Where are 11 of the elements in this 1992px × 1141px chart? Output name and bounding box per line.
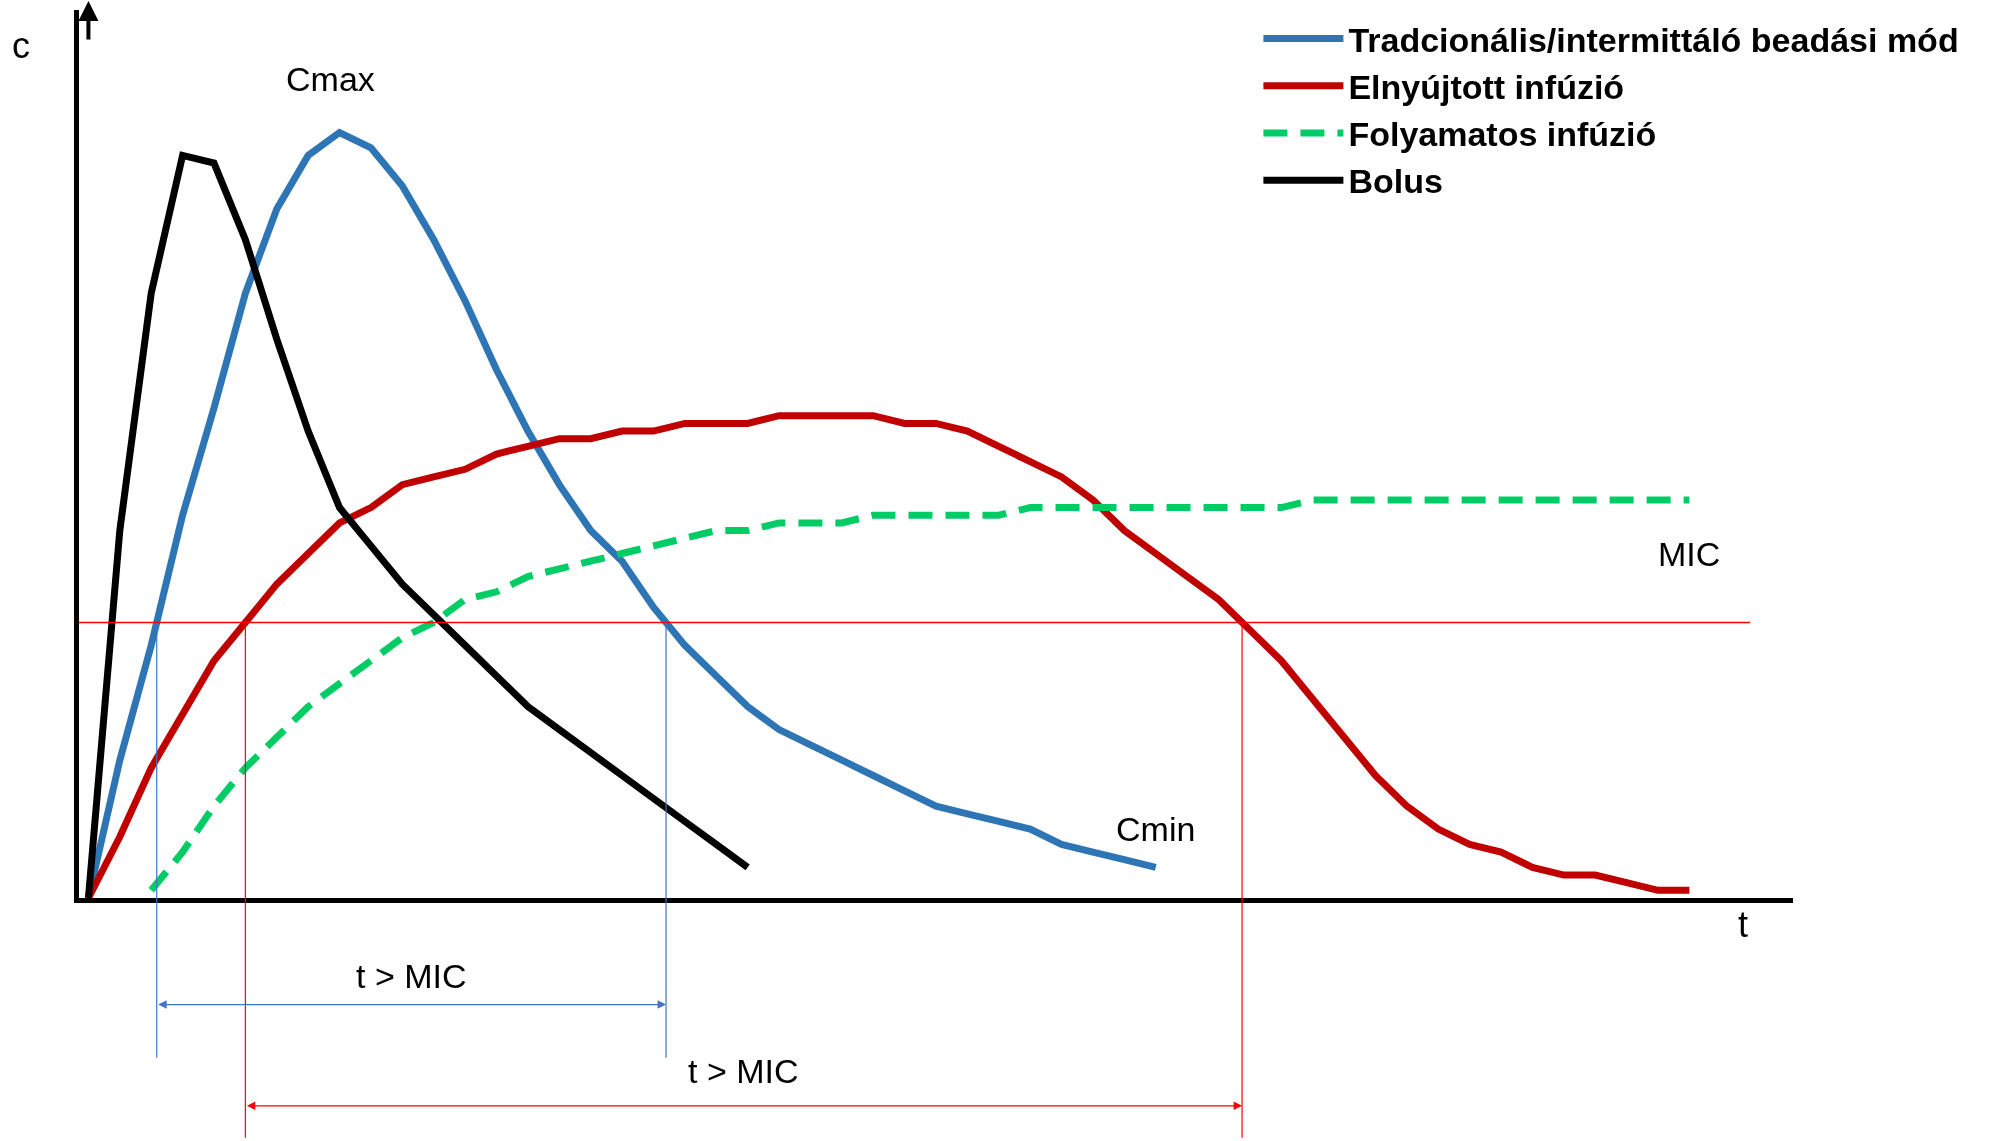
legend-label: Elnyújtott infúzió — [1348, 68, 1625, 107]
x-axis-title: t — [1738, 904, 1749, 945]
ref-line-label: MIC — [1658, 535, 1721, 573]
legend-label: Bolus — [1348, 162, 1443, 201]
annotation: Cmin — [1116, 810, 1196, 848]
y-axis-title: c — [12, 25, 30, 66]
text: Cmax — [286, 60, 375, 98]
legend-label: Tradcionális/intermittáló beadási mód — [1348, 20, 1959, 59]
text: t > MIC — [356, 957, 467, 995]
text: t > MIC — [688, 1052, 799, 1090]
legend-label: Folyamatos infúzió — [1348, 115, 1657, 154]
